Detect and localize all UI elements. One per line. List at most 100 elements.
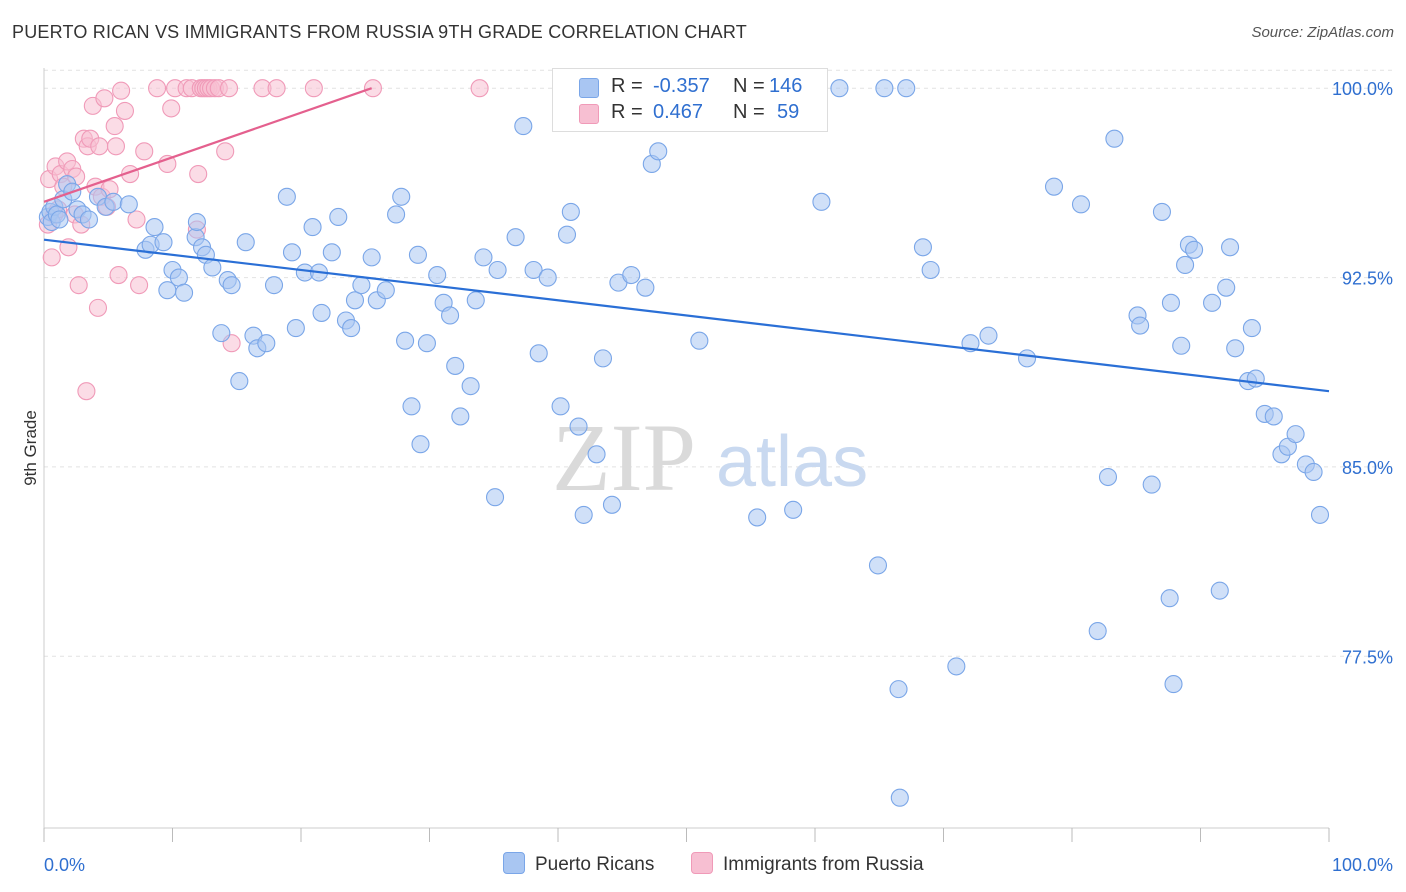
puerto-rican-point xyxy=(203,258,222,277)
russia-immigrant-point xyxy=(127,210,146,229)
russia-immigrant-point xyxy=(162,99,181,118)
puerto-rican-point xyxy=(506,228,525,247)
puerto-rican-point xyxy=(830,79,849,98)
puerto-rican-point xyxy=(561,202,580,221)
trend-line-puerto-ricans xyxy=(43,238,1330,393)
puerto-rican-point xyxy=(312,303,331,322)
puerto-rican-point xyxy=(222,276,241,295)
puerto-rican-point xyxy=(1088,622,1107,641)
russia-immigrant-point xyxy=(42,248,61,267)
puerto-rican-point xyxy=(1210,581,1229,600)
puerto-rican-point xyxy=(104,192,123,211)
legend-item-immigrants-from-russia: Immigrants from Russia xyxy=(691,852,924,876)
russia-immigrant-point xyxy=(90,137,109,156)
russia-immigrant-point xyxy=(112,81,131,100)
puerto-rican-point xyxy=(417,334,436,353)
puerto-rican-point xyxy=(322,243,341,262)
puerto-rican-point xyxy=(451,407,470,426)
gridlines xyxy=(44,69,1392,657)
puerto-rican-point xyxy=(154,233,173,252)
puerto-rican-point xyxy=(119,195,138,214)
puerto-rican-point xyxy=(1217,278,1236,297)
puerto-rican-point xyxy=(408,245,427,264)
puerto-rican-point xyxy=(1161,293,1180,312)
r-value: 0.467 xyxy=(653,101,704,123)
puerto-rican-point xyxy=(257,334,276,353)
russia-immigrant-point xyxy=(130,276,149,295)
puerto-rican-point xyxy=(396,331,415,350)
puerto-rican-point xyxy=(890,788,909,807)
watermark-atlas: atlas xyxy=(716,422,868,502)
puerto-rican-point xyxy=(1286,425,1305,444)
puerto-rican-point xyxy=(362,248,381,267)
puerto-rican-point xyxy=(1176,255,1195,274)
y-tick-label: 92.5% xyxy=(1342,269,1393,289)
legend-swatch-pink xyxy=(691,852,713,874)
puerto-rican-point xyxy=(1160,589,1179,608)
puerto-rican-point xyxy=(345,291,365,310)
russia-immigrant-point xyxy=(109,265,128,285)
russia-immigrant-point xyxy=(219,79,239,98)
immigrants-from-russia-swatch xyxy=(579,104,599,124)
n-label: N = xyxy=(733,75,765,97)
puerto-rican-point xyxy=(602,495,622,514)
n-value: 59 xyxy=(777,101,800,123)
puerto-rican-point xyxy=(1098,467,1118,487)
legend-swatch-blue xyxy=(503,852,525,874)
puerto-rican-point xyxy=(1221,238,1240,257)
russia-immigrant-point xyxy=(189,164,208,184)
puerto-rican-point xyxy=(1105,129,1124,148)
n-value: 146 xyxy=(769,75,803,97)
puerto-rican-point xyxy=(1226,339,1245,358)
puerto-rican-point xyxy=(286,319,305,338)
puerto-rican-point xyxy=(690,331,709,350)
russia-immigrant-point xyxy=(148,79,167,98)
puerto-rican-point xyxy=(79,210,99,229)
russia-immigrant-point xyxy=(470,79,489,98)
y-tick-label: 85.0% xyxy=(1342,458,1393,478)
puerto-rican-point xyxy=(551,397,570,416)
puerto-rican-point xyxy=(979,326,998,345)
puerto-rican-point xyxy=(514,117,533,136)
legend-label: Immigrants from Russia xyxy=(723,854,924,875)
puerto-rican-point xyxy=(329,207,348,227)
puerto-rican-point xyxy=(352,276,371,295)
axes xyxy=(43,68,1330,842)
trend-line-immigrants-from-russia xyxy=(43,87,373,203)
puerto-rican-point xyxy=(569,417,588,436)
puerto-rican-point xyxy=(411,435,430,454)
puerto-rican-point xyxy=(529,344,548,363)
puerto-rican-point xyxy=(748,508,767,527)
russia-immigrant-point xyxy=(77,382,96,401)
n-label: N = xyxy=(733,101,765,123)
puerto-rican-point xyxy=(392,187,411,206)
russia-immigrant-point xyxy=(88,298,108,317)
x-tick-label: 0.0% xyxy=(44,855,85,875)
puerto-rican-point xyxy=(488,260,507,280)
puerto-rican-point xyxy=(1304,462,1323,482)
puerto-rican-point xyxy=(446,356,465,375)
russia-immigrant-point xyxy=(304,79,323,98)
puerto-rican-point xyxy=(875,79,894,98)
y-axis-label: 9th Grade xyxy=(21,410,40,486)
puerto-rican-point xyxy=(402,397,421,416)
y-tick-label: 77.5% xyxy=(1342,647,1393,667)
puerto-rican-point xyxy=(466,291,485,310)
russia-immigrant-point xyxy=(363,79,383,98)
puerto-rican-point xyxy=(1310,505,1330,524)
puerto-rican-point xyxy=(474,248,493,267)
puerto-rican-point xyxy=(264,276,284,295)
puerto-rican-point xyxy=(175,283,194,302)
x-tick-label: 100.0% xyxy=(1332,855,1393,875)
puerto-rican-point xyxy=(387,205,406,224)
puerto-rican-point xyxy=(461,377,480,396)
stats-legend: R = -0.357 N = 146 R = 0.467 N = 59 xyxy=(552,68,828,132)
r-label: R = xyxy=(611,101,643,123)
puerto-rican-point xyxy=(784,500,803,519)
puerto-rican-point xyxy=(649,142,668,161)
puerto-rican-point xyxy=(1071,195,1091,214)
russia-immigrant-point xyxy=(115,101,135,120)
russia-immigrant-point xyxy=(216,142,235,161)
puerto-rican-point xyxy=(230,372,249,391)
